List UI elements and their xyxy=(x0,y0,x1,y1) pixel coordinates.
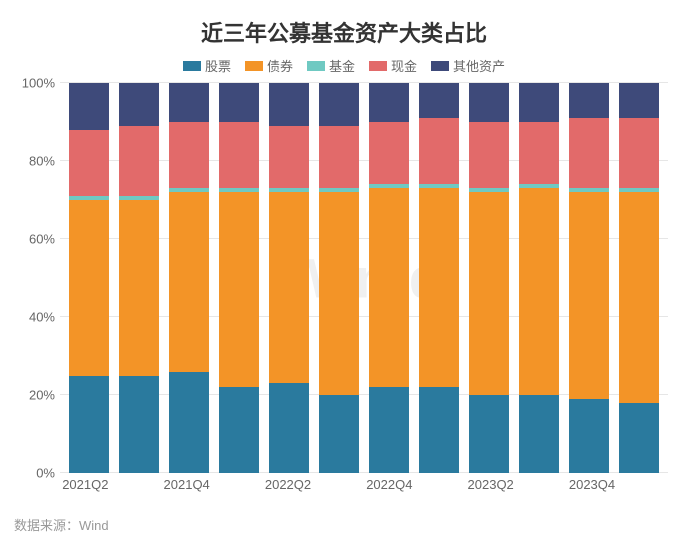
y-axis-label: 60% xyxy=(10,232,55,247)
bar xyxy=(269,83,309,473)
bar-segment xyxy=(619,83,659,118)
bar-segment xyxy=(369,83,409,122)
bar-segment xyxy=(569,399,609,473)
legend-swatch xyxy=(307,61,325,71)
bar-segment xyxy=(219,387,259,473)
legend-label: 现金 xyxy=(391,56,417,75)
y-axis-label: 0% xyxy=(10,466,55,481)
legend-item: 其他资产 xyxy=(431,56,505,75)
bar-segment xyxy=(519,122,559,184)
bar-segment xyxy=(269,192,309,383)
x-axis-label: 2022Q4 xyxy=(366,477,412,492)
bar-segment xyxy=(519,395,559,473)
x-axis-label: 2021Q4 xyxy=(164,477,210,492)
bar-segment xyxy=(569,83,609,118)
bar-segment xyxy=(369,122,409,184)
bar xyxy=(219,83,259,473)
bar-segment xyxy=(119,376,159,474)
legend-label: 股票 xyxy=(205,56,231,75)
y-axis-label: 20% xyxy=(10,388,55,403)
bar-segment xyxy=(69,200,109,376)
bar xyxy=(419,83,459,473)
bar-segment xyxy=(619,403,659,473)
bar xyxy=(469,83,509,473)
bar-segment xyxy=(69,83,109,130)
chart-container: 近三年公募基金资产大类占比 股票 债券 基金 现金 其他资产 Win.d 0%20%40… xyxy=(0,0,688,548)
legend-swatch xyxy=(245,61,263,71)
bar xyxy=(319,83,359,473)
bar-segment xyxy=(219,122,259,188)
bar-segment xyxy=(119,200,159,376)
bar-segment xyxy=(319,192,359,395)
bar-segment xyxy=(419,83,459,118)
legend-swatch xyxy=(369,61,387,71)
bar xyxy=(619,83,659,473)
bar xyxy=(169,83,209,473)
bar-segment xyxy=(119,126,159,196)
legend-swatch xyxy=(183,61,201,71)
legend-swatch xyxy=(431,61,449,71)
bar-segment xyxy=(519,83,559,122)
bar-segment xyxy=(69,376,109,474)
bar-segment xyxy=(569,118,609,188)
legend-item: 债券 xyxy=(245,56,293,75)
bar xyxy=(519,83,559,473)
data-source: 数据来源：Wind xyxy=(14,515,109,534)
bar xyxy=(569,83,609,473)
legend-item: 现金 xyxy=(369,56,417,75)
bar-segment xyxy=(219,83,259,122)
bar-segment xyxy=(469,122,509,188)
bar-segment xyxy=(169,83,209,122)
bar-segment xyxy=(369,188,409,387)
y-axis-label: 40% xyxy=(10,310,55,325)
chart-plot-area: Win.d 0%20%40%60%80%100% xyxy=(60,83,668,473)
legend-label: 基金 xyxy=(329,56,355,75)
bar-segment xyxy=(369,387,409,473)
bar-segment xyxy=(469,83,509,122)
bar-segment xyxy=(319,83,359,126)
bar-segment xyxy=(569,192,609,399)
legend-item: 股票 xyxy=(183,56,231,75)
bar-segment xyxy=(419,118,459,184)
bar-segment xyxy=(269,126,309,188)
y-axis-label: 100% xyxy=(10,76,55,91)
bar-segment xyxy=(519,188,559,395)
bar-segment xyxy=(469,192,509,395)
x-axis-label: 2021Q2 xyxy=(62,477,108,492)
bar-segment xyxy=(419,188,459,387)
bar-segment xyxy=(69,130,109,196)
bar-segment xyxy=(419,387,459,473)
x-axis-labels: 2021Q2 2021Q4 2022Q2 2022Q4 2023Q2 2023Q4 xyxy=(60,473,668,497)
x-axis-label: 2023Q2 xyxy=(468,477,514,492)
bar-segment xyxy=(169,122,209,188)
bar-segment xyxy=(269,83,309,126)
x-axis-label: 2023Q4 xyxy=(569,477,615,492)
bar-segment xyxy=(619,118,659,188)
y-axis-label: 80% xyxy=(10,154,55,169)
bar-segment xyxy=(319,126,359,188)
bar-segment xyxy=(169,192,209,371)
legend: 股票 债券 基金 现金 其他资产 xyxy=(0,56,688,83)
x-axis-label: 2022Q2 xyxy=(265,477,311,492)
legend-label: 其他资产 xyxy=(453,56,505,75)
bar-segment xyxy=(619,192,659,403)
bar-segment xyxy=(319,395,359,473)
bar-segment xyxy=(469,395,509,473)
bar xyxy=(369,83,409,473)
bar-segment xyxy=(169,372,209,473)
bar xyxy=(69,83,109,473)
bar xyxy=(119,83,159,473)
bar-segment xyxy=(269,383,309,473)
bar-segment xyxy=(119,83,159,126)
legend-label: 债券 xyxy=(267,56,293,75)
chart-title: 近三年公募基金资产大类占比 xyxy=(0,0,688,56)
legend-item: 基金 xyxy=(307,56,355,75)
bar-segment xyxy=(219,192,259,387)
